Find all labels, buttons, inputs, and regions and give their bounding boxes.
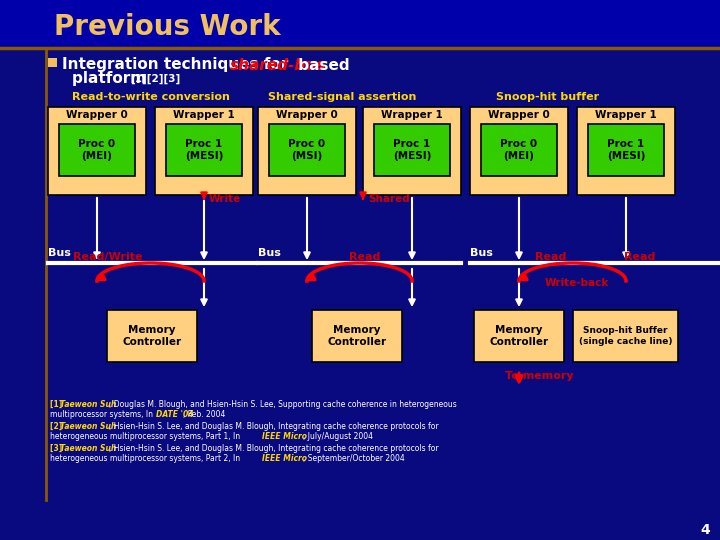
Text: Write-back: Write-back [545,278,609,288]
Text: based: based [293,57,350,72]
Text: Read-to-write conversion: Read-to-write conversion [72,92,230,102]
Bar [48,107,146,195]
Text: Proc 0
(MSI): Proc 0 (MSI) [289,139,325,161]
Text: multiprocessor systems, In: multiprocessor systems, In [50,410,156,419]
Text: heterogeneous multiprocessor systems, Part 1, In: heterogeneous multiprocessor systems, Pa… [50,432,243,441]
Text: [1][2][3]: [1][2][3] [130,74,180,84]
Text: Shared: Shared [368,194,410,204]
Text: Proc 0
(MEI): Proc 0 (MEI) [500,139,538,161]
Text: [2]: [2] [50,422,65,431]
Text: platform: platform [72,71,151,86]
Text: [1]: [1] [50,400,65,409]
Bar [470,107,568,195]
Text: Shared-signal assertion: Shared-signal assertion [268,92,416,102]
Text: Proc 1
(MESI): Proc 1 (MESI) [185,139,223,161]
Bar [258,107,356,195]
Text: IEEE Micro: IEEE Micro [262,454,307,463]
Text: Wrapper 1: Wrapper 1 [173,110,235,120]
Text: Read/Write: Read/Write [73,252,143,262]
Text: Wrapper 0: Wrapper 0 [66,110,128,120]
Bar [588,124,664,176]
Text: Wrapper 0: Wrapper 0 [488,110,550,120]
Text: Bus: Bus [470,248,493,258]
Text: Proc 0
(MEI): Proc 0 (MEI) [78,139,116,161]
Text: IEEE Micro: IEEE Micro [262,432,307,441]
Bar [481,124,557,176]
Text: , Hsien-Hsin S. Lee, and Douglas M. Blough, Integrating cache coherence protocol: , Hsien-Hsin S. Lee, and Douglas M. Blou… [109,444,438,453]
Text: Read: Read [349,252,381,262]
Bar [474,310,564,362]
Text: DATE '04: DATE '04 [156,410,194,419]
Bar [374,124,450,176]
Bar [312,310,402,362]
Text: Wrapper 1: Wrapper 1 [595,110,657,120]
Text: , Feb. 2004: , Feb. 2004 [183,410,225,419]
Text: , Hsien-Hsin S. Lee, and Douglas M. Blough, Integrating cache coherence protocol: , Hsien-Hsin S. Lee, and Douglas M. Blou… [109,422,438,431]
Bar [573,310,678,362]
Text: , September/October 2004: , September/October 2004 [303,454,405,463]
Bar [269,124,345,176]
Bar [0,0,720,48]
Text: To memory: To memory [505,371,573,381]
Bar [155,107,253,195]
Text: 4: 4 [700,523,710,537]
Text: heterogeneous multiprocessor systems, Part 2, In: heterogeneous multiprocessor systems, Pa… [50,454,243,463]
Text: Memory
Controller: Memory Controller [122,325,181,347]
Text: Proc 1
(MESI): Proc 1 (MESI) [393,139,431,161]
Text: Bus: Bus [48,248,71,258]
Text: Taeweon Suh: Taeweon Suh [60,422,116,431]
Text: Integration techniques for: Integration techniques for [62,57,294,72]
Text: , Douglas M. Blough, and Hsien-Hsin S. Lee, Supporting cache coherence in hetero: , Douglas M. Blough, and Hsien-Hsin S. L… [109,400,456,409]
Bar [107,310,197,362]
Text: Wrapper 1: Wrapper 1 [381,110,443,120]
Text: Write: Write [209,194,241,204]
Text: Read: Read [624,252,656,262]
Text: [3]: [3] [50,444,65,453]
Text: Snoop-hit Buffer
(single cache line): Snoop-hit Buffer (single cache line) [579,326,672,346]
Text: Read: Read [535,252,567,262]
Bar [59,124,135,176]
Text: shared-bus: shared-bus [230,57,326,72]
Bar [363,107,461,195]
Bar [577,107,675,195]
Bar [48,58,57,67]
Bar [166,124,242,176]
Text: Proc 1
(MESI): Proc 1 (MESI) [607,139,645,161]
Text: Taeweon Suh: Taeweon Suh [60,400,116,409]
Text: Taeweon Suh: Taeweon Suh [60,444,116,453]
Text: Bus: Bus [258,248,281,258]
Text: , July/August 2004: , July/August 2004 [303,432,373,441]
Text: Wrapper 0: Wrapper 0 [276,110,338,120]
Text: Snoop-hit buffer: Snoop-hit buffer [496,92,599,102]
Text: Memory
Controller: Memory Controller [328,325,387,347]
Text: Memory
Controller: Memory Controller [490,325,549,347]
Text: Previous Work: Previous Work [54,13,281,41]
